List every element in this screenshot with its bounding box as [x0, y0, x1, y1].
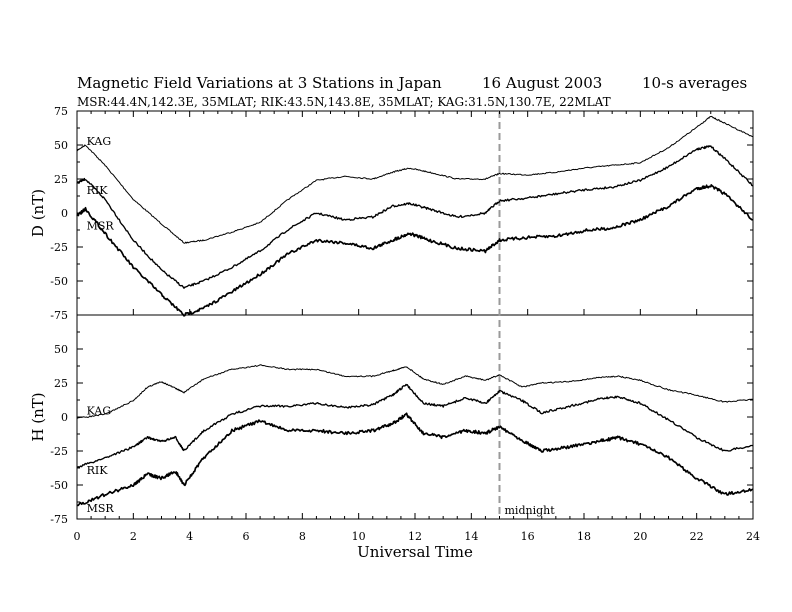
- series-line-d-rik: [76, 145, 754, 289]
- station-label-h-kag: KAG: [87, 404, 112, 417]
- midnight-marker: midnight: [498, 111, 556, 519]
- y-tick-label: -50: [50, 275, 68, 288]
- series-line-d-kag: [76, 115, 754, 244]
- y-tick-label: 25: [54, 173, 68, 186]
- y-tick-label: 50: [54, 343, 68, 356]
- station-label-d-rik: RIK: [87, 184, 109, 197]
- x-tick-label: 14: [464, 530, 478, 543]
- data-series: KAG RIK MSR KAG RIK MSR: [76, 115, 754, 515]
- x-tick-label: 22: [690, 530, 704, 543]
- y-tick-label: -25: [50, 445, 68, 458]
- x-tick-label: 0: [74, 530, 81, 543]
- chart-averaging: 10-s averages: [642, 74, 747, 92]
- chart-title: Magnetic Field Variations at 3 Stations …: [77, 74, 442, 92]
- x-tick-label: 2: [130, 530, 137, 543]
- y-tick-label: -75: [50, 309, 68, 322]
- y-tick-label: -25: [50, 241, 68, 254]
- y-axis-title: H (nT): [29, 392, 47, 441]
- y-tick-label: 0: [61, 207, 68, 220]
- x-tick-label: 8: [299, 530, 306, 543]
- y-tick-label: 50: [54, 139, 68, 152]
- x-tick-label: 16: [521, 530, 535, 543]
- x-tick-label: 4: [186, 530, 193, 543]
- x-tick-label: 12: [408, 530, 422, 543]
- series-line-h-rik: [76, 383, 754, 469]
- x-tick-label: 6: [243, 530, 250, 543]
- x-axis-title: Universal Time: [357, 543, 473, 561]
- x-tick-label: 18: [577, 530, 591, 543]
- x-tick-label: 10: [352, 530, 366, 543]
- station-label-h-rik: RIK: [87, 464, 109, 477]
- station-coordinates: MSR:44.4N,142.3E, 35MLAT; RIK:43.5N,143.…: [77, 95, 611, 109]
- x-tick-label: 20: [633, 530, 647, 543]
- y-axis-title: D (nT): [29, 189, 47, 237]
- axis-labels: Universal Time D (nT) H (nT): [29, 189, 473, 561]
- y-tick-label: 75: [54, 105, 68, 118]
- y-tick-label: 25: [54, 377, 68, 390]
- y-tick-label: 0: [61, 411, 68, 424]
- x-tick-label: 24: [746, 530, 760, 543]
- station-label-d-kag: KAG: [87, 135, 112, 148]
- station-label-d-msr: MSR: [87, 219, 115, 232]
- axis-ticks: 0 2 4 6 8 10 12 14 16 18 20 22 247550250-25-50-75502…: [50, 105, 760, 543]
- series-line-d-msr: [76, 184, 754, 317]
- chart-date: 16 August 2003: [482, 74, 602, 92]
- series-line-h-kag: [76, 364, 754, 419]
- y-tick-label: -50: [50, 479, 68, 492]
- station-label-h-msr: MSR: [87, 502, 115, 515]
- midnight-label: midnight: [505, 504, 556, 517]
- y-tick-label: -75: [50, 513, 68, 526]
- series-line-h-msr: [76, 412, 754, 507]
